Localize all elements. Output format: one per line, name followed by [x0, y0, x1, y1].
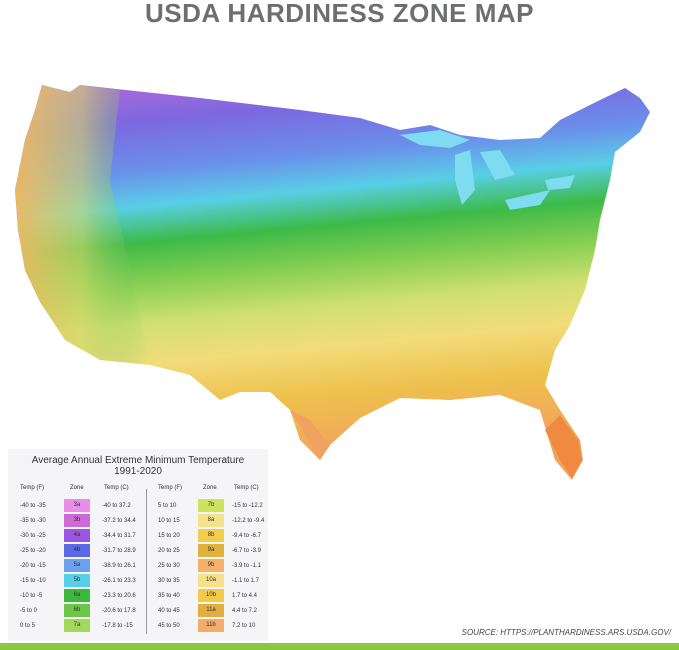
- temp-f: -5 to 0: [20, 608, 38, 614]
- zone-swatch: 10b: [198, 589, 224, 602]
- zone-swatch: 5a: [64, 559, 90, 572]
- temp-c: -31.7 to 28.9: [102, 548, 136, 554]
- temp-f: -35 to -30: [20, 518, 46, 524]
- legend-row: 15 to 20 8b -9.4 to -6.7: [158, 529, 268, 544]
- zone-swatch: 8a: [198, 514, 224, 527]
- zone-swatch: 4b: [64, 544, 90, 557]
- legend-column-right: Temp (F) Zone Temp (C) 5 to 10 7b -15 to -…: [158, 485, 268, 634]
- legend-title: Average Annual Extreme Minimum Temperatu…: [31, 455, 245, 466]
- us-hardiness-map: [15, 85, 650, 480]
- temp-c: 1.7 to 4.4: [232, 593, 258, 599]
- legend-column-left: Temp (F) Zone Temp (C) -40 to -35 3a -40 t…: [20, 485, 140, 634]
- zone-swatch: 11b: [198, 619, 224, 632]
- legend-row: -35 to -30 3b -37.2 to 34.4: [20, 514, 140, 529]
- legend-subtitle: 1991-2020: [114, 466, 162, 477]
- legend-divider: [146, 489, 147, 634]
- zone-swatch: 5b: [64, 574, 90, 587]
- header-temp-c: Temp (C): [234, 485, 259, 491]
- temp-f: 40 to 45: [158, 608, 180, 614]
- us-land: [15, 85, 650, 480]
- zone-swatch: 6a: [64, 589, 90, 602]
- temp-f: -30 to -25: [20, 533, 46, 539]
- temp-f: -20 to -15: [20, 563, 46, 569]
- temp-f: 35 to 40: [158, 593, 180, 599]
- legend-row: 35 to 40 10b 1.7 to 4.4: [158, 589, 268, 604]
- temp-c: -12.2 to -9.4: [232, 518, 265, 524]
- zone-swatch: 10a: [198, 574, 224, 587]
- temp-f: 45 to 50: [158, 623, 180, 629]
- zone-legend: Average Annual Extreme Minimum Temperatu…: [8, 449, 268, 641]
- legend-row: -30 to -25 4a -34.4 to 31.7: [20, 529, 140, 544]
- temp-c: -40 to 37.2: [102, 503, 131, 509]
- temp-f: 15 to 20: [158, 533, 180, 539]
- temp-c: -17.8 to -15: [102, 623, 133, 629]
- header-zone: Zone: [70, 485, 84, 491]
- florida-peninsula: [545, 415, 582, 478]
- legend-row: -10 to -5 6a -23.3 to 20.6: [20, 589, 140, 604]
- legend-row: 10 to 15 8a -12.2 to -9.4: [158, 514, 268, 529]
- zone-swatch: 3a: [64, 499, 90, 512]
- temp-c: 4.4 to 7.2: [232, 608, 258, 614]
- temp-c: -1.1 to 1.7: [232, 578, 260, 584]
- temp-c: -23.3 to 20.6: [102, 593, 136, 599]
- legend-row: -5 to 0 6b -20.6 to 17.8: [20, 604, 140, 619]
- temp-f: -25 to -20: [20, 548, 46, 554]
- legend-row: -20 to -15 5a -38.9 to 26.1: [20, 559, 140, 574]
- zone-swatch: 7b: [198, 499, 224, 512]
- temp-f: -10 to -5: [20, 593, 43, 599]
- legend-row: 0 to 5 7a -17.8 to -15: [20, 619, 140, 634]
- temp-f: 10 to 15: [158, 518, 180, 524]
- temp-f: 0 to 5: [20, 623, 36, 629]
- header-temp-f: Temp (F): [158, 485, 182, 491]
- legend-row: 25 to 30 9b -3.9 to -1.1: [158, 559, 268, 574]
- mexico-border-south-texas: [290, 410, 330, 460]
- temp-c: 7.2 to 10: [232, 623, 256, 629]
- zone-swatch: 11a: [198, 604, 224, 617]
- zone-swatch: 9b: [198, 559, 224, 572]
- temp-f: -40 to -35: [20, 503, 46, 509]
- legend-row: -40 to -35 3a -40 to 37.2: [20, 499, 140, 514]
- temp-c: -6.7 to -3.9: [232, 548, 262, 554]
- temp-c: -26.1 to 23.3: [102, 578, 136, 584]
- legend-row: 20 to 25 9a -6.7 to -3.9: [158, 544, 268, 559]
- header-temp-c: Temp (C): [104, 485, 129, 491]
- legend-row: 30 to 35 10a -1.1 to 1.7: [158, 574, 268, 589]
- temp-c: -15 to -12.2: [232, 503, 263, 509]
- legend-row: -25 to -20 4b -31.7 to 28.9: [20, 544, 140, 559]
- source-credit: SOURCE: HTTPS://PLANTHARDINESS.ARS.USDA.…: [461, 628, 671, 637]
- temp-c: -37.2 to 34.4: [102, 518, 136, 524]
- zone-swatch: 3b: [64, 514, 90, 527]
- great-lakes: [400, 130, 575, 210]
- temp-c: -34.4 to 31.7: [102, 533, 136, 539]
- west-coast-region: [15, 85, 150, 365]
- page-title: USDA HARDINESS ZONE MAP: [144, 0, 534, 28]
- accent-bar: [0, 643, 679, 650]
- header-temp-f: Temp (F): [20, 485, 44, 491]
- temp-f: 20 to 25: [158, 548, 180, 554]
- zone-swatch: 7a: [64, 619, 90, 632]
- legend-row: -15 to -10 5b -26.1 to 23.3: [20, 574, 140, 589]
- legend-row: 5 to 10 7b -15 to -12.2: [158, 499, 268, 514]
- zone-swatch: 8b: [198, 529, 224, 542]
- temp-f: 5 to 10: [158, 503, 177, 509]
- legend-row: 45 to 50 11b 7.2 to 10: [158, 619, 268, 634]
- temp-f: 25 to 30: [158, 563, 180, 569]
- temp-c: -38.9 to 26.1: [102, 563, 136, 569]
- header-zone: Zone: [203, 485, 217, 491]
- legend-row: 40 to 45 11a 4.4 to 7.2: [158, 604, 268, 619]
- zone-swatch: 4a: [64, 529, 90, 542]
- temp-c: -9.4 to -6.7: [232, 533, 262, 539]
- zone-swatch: 9a: [198, 544, 224, 557]
- temp-f: -15 to -10: [20, 578, 46, 584]
- temp-f: 30 to 35: [158, 578, 180, 584]
- temp-c: -20.6 to 17.8: [102, 608, 136, 614]
- zone-swatch: 6b: [64, 604, 90, 617]
- temp-c: -3.9 to -1.1: [232, 563, 262, 569]
